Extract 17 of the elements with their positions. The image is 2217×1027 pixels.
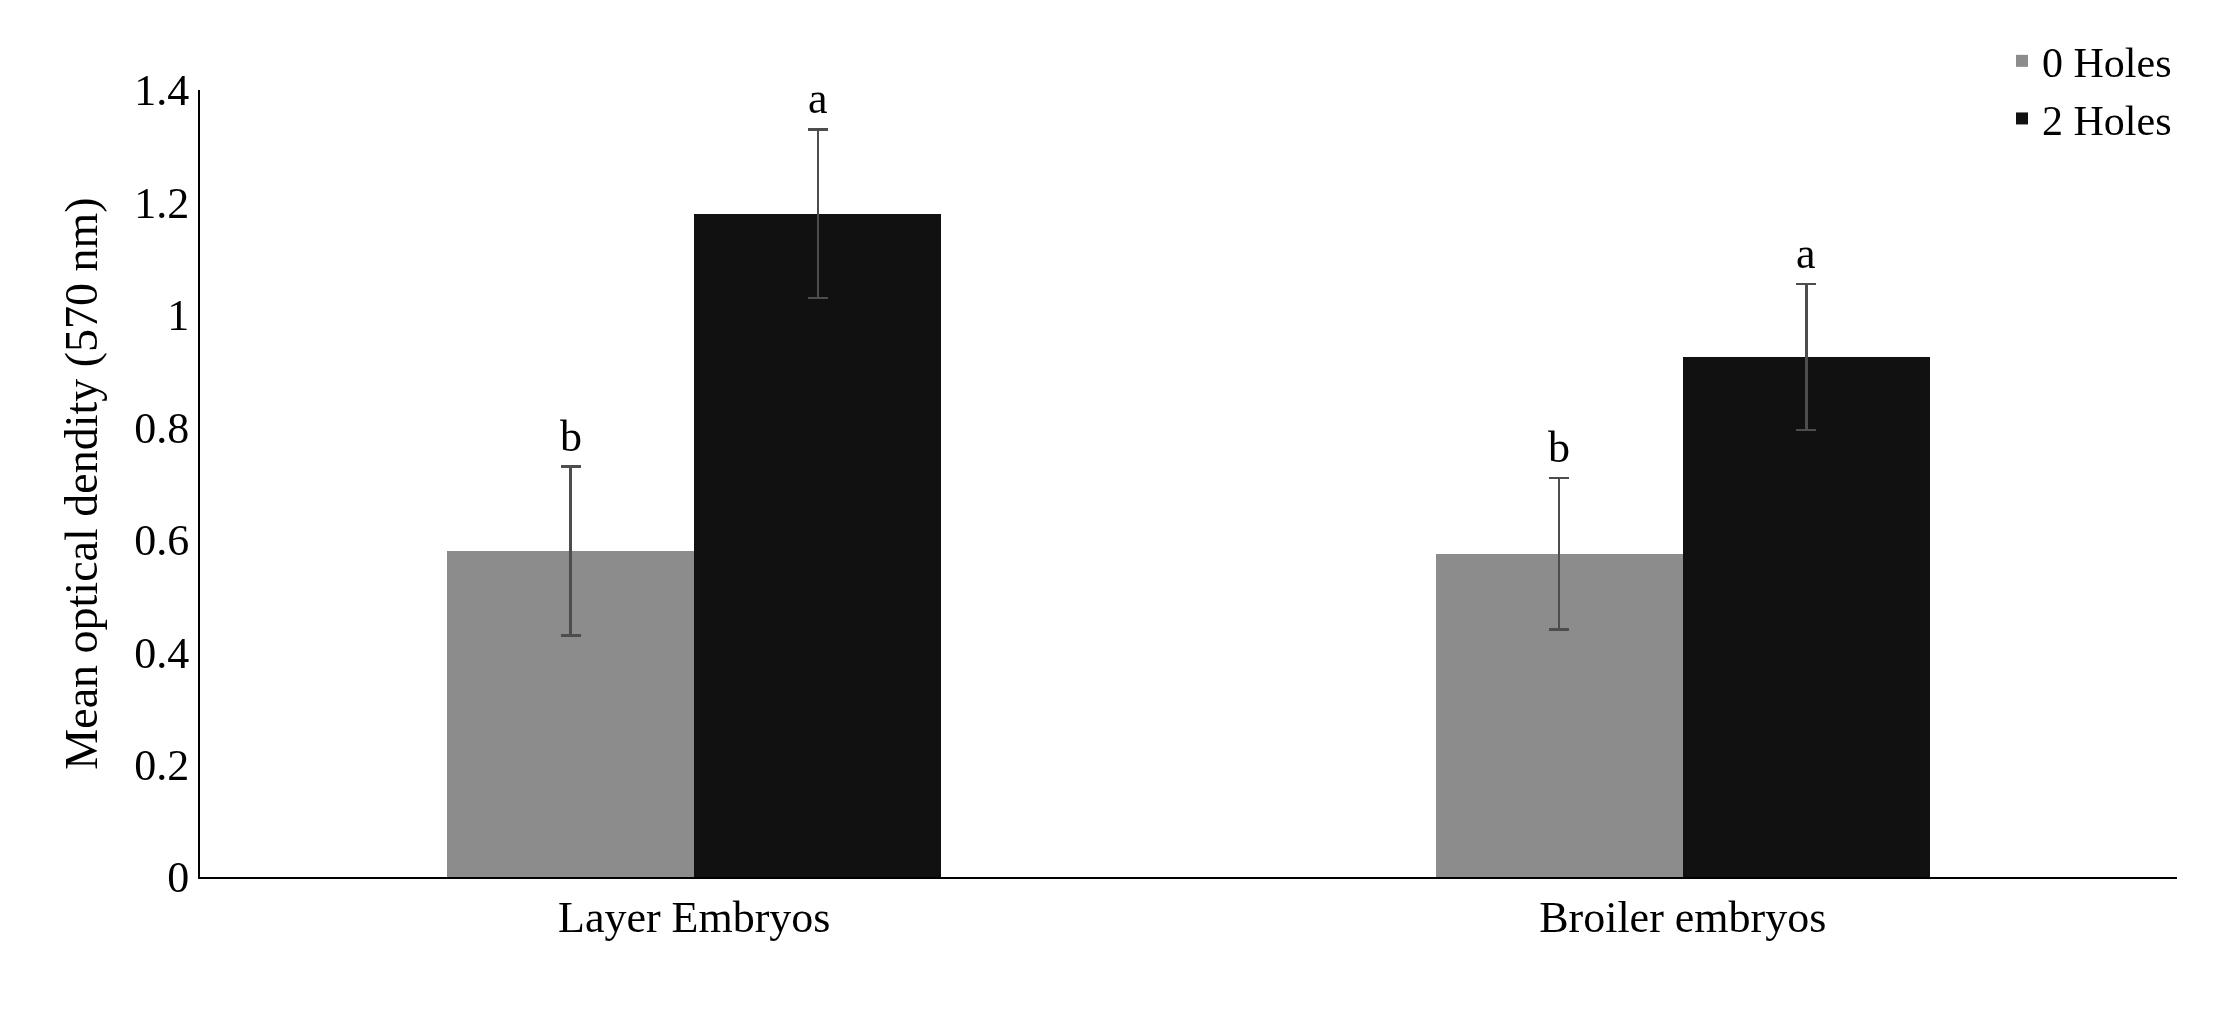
y-tick-label: 0	[167, 853, 190, 903]
x-tick-label: Broiler embryos	[1539, 892, 1827, 942]
legend-label: 2 Holes	[2042, 97, 2172, 144]
x-tick-label: Layer Embryos	[558, 892, 831, 942]
annotation: a	[808, 74, 828, 123]
y-tick-label: 0.8	[134, 403, 190, 453]
annotation: b	[1548, 423, 1570, 472]
y-tick-label: 0.4	[134, 628, 190, 678]
annotation: a	[1796, 229, 1816, 278]
y-tick-label: 0.2	[134, 740, 190, 790]
legend-label: 0 Holes	[2042, 40, 2172, 87]
y-tick-label: 1.4	[134, 66, 190, 116]
y-tick-label: 0.6	[134, 516, 190, 566]
annotation: b	[560, 412, 582, 461]
y-tick-label: 1.2	[134, 178, 190, 228]
y-tick-label: 1	[167, 291, 190, 341]
y-axis-title: Mean optical dendity (570 nm)	[56, 197, 107, 770]
